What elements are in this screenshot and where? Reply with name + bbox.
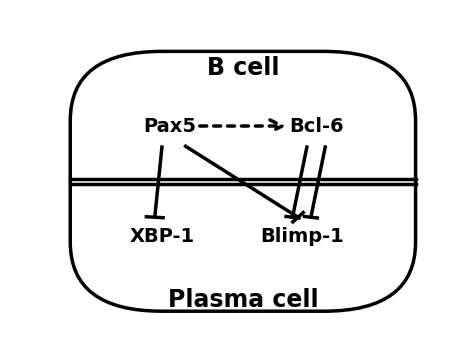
Text: B cell: B cell	[207, 56, 279, 80]
Text: Plasma cell: Plasma cell	[168, 288, 318, 312]
Text: XBP-1: XBP-1	[129, 227, 195, 246]
Text: Blimp-1: Blimp-1	[260, 227, 344, 246]
Text: Bcl-6: Bcl-6	[289, 117, 344, 135]
FancyBboxPatch shape	[70, 51, 416, 311]
Text: Pax5: Pax5	[143, 117, 196, 135]
